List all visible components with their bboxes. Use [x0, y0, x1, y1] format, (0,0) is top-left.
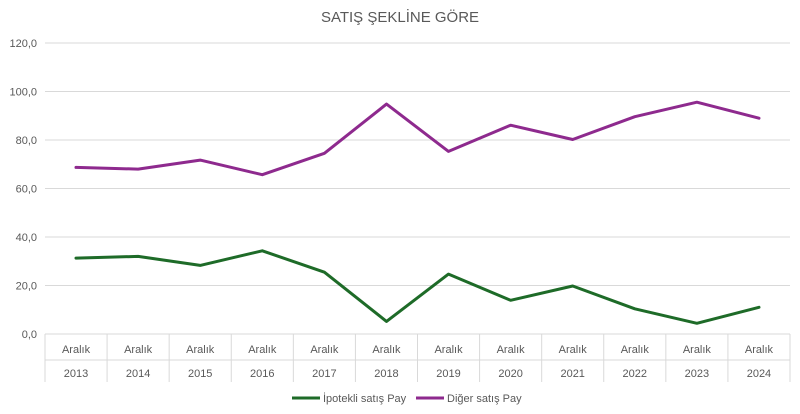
x-tick-month: Aralık — [559, 344, 588, 356]
legend-label: İpotekli satış Pay — [323, 392, 407, 405]
y-tick-label: 40,0 — [16, 232, 37, 244]
x-tick-month: Aralık — [186, 344, 215, 356]
series-line-1 — [74, 249, 761, 325]
y-tick-label: 60,0 — [16, 184, 37, 196]
series-lines — [74, 100, 761, 325]
x-tick-year: 2022 — [623, 368, 647, 380]
x-tick-month: Aralık — [62, 344, 91, 356]
x-tick-year: 2024 — [747, 368, 771, 380]
y-axis-ticks: 0,0 20,0 40,0 60,0 80,0 100,0 120,0 — [9, 38, 37, 341]
x-tick-year: 2017 — [312, 368, 336, 380]
x-tick-month: Aralık — [434, 344, 463, 356]
x-tick-month: Aralık — [310, 344, 339, 356]
x-tick-month: Aralık — [248, 344, 277, 356]
legend: İpotekli satış Pay Diğer satış Pay — [292, 392, 522, 405]
y-tick-label: 120,0 — [9, 38, 37, 50]
y-tick-label: 100,0 — [9, 87, 37, 99]
gridlines — [45, 42, 790, 335]
x-tick-month: Aralık — [497, 344, 526, 356]
x-tick-year: 2019 — [436, 368, 460, 380]
x-tick-year: 2023 — [685, 368, 709, 380]
y-tick-label: 80,0 — [16, 135, 37, 147]
x-tick-year: 2015 — [188, 368, 212, 380]
x-tick-year: 2014 — [126, 368, 150, 380]
series-line-2 — [74, 100, 761, 177]
legend-label: Diğer satış Pay — [447, 393, 522, 405]
x-tick-month: Aralık — [372, 344, 401, 356]
x-tick-year: 2020 — [498, 368, 522, 380]
x-tick-month: Aralık — [621, 344, 650, 356]
x-tick-year: 2016 — [250, 368, 274, 380]
x-tick-month: Aralık — [745, 344, 774, 356]
x-axis-categories: Aralık 2013 Aralık 2014 Aralık 2015 Aralık 2016… — [44, 334, 791, 382]
chart-title: SATIŞ ŞEKLİNE GÖRE — [321, 8, 479, 26]
x-tick-month: Aralık — [124, 344, 153, 356]
y-tick-label: 0,0 — [22, 329, 37, 341]
x-tick-month: Aralık — [683, 344, 712, 356]
x-tick-year: 2013 — [64, 368, 88, 380]
y-tick-label: 20,0 — [16, 281, 37, 293]
x-tick-year: 2018 — [374, 368, 398, 380]
x-tick-year: 2021 — [560, 368, 584, 380]
